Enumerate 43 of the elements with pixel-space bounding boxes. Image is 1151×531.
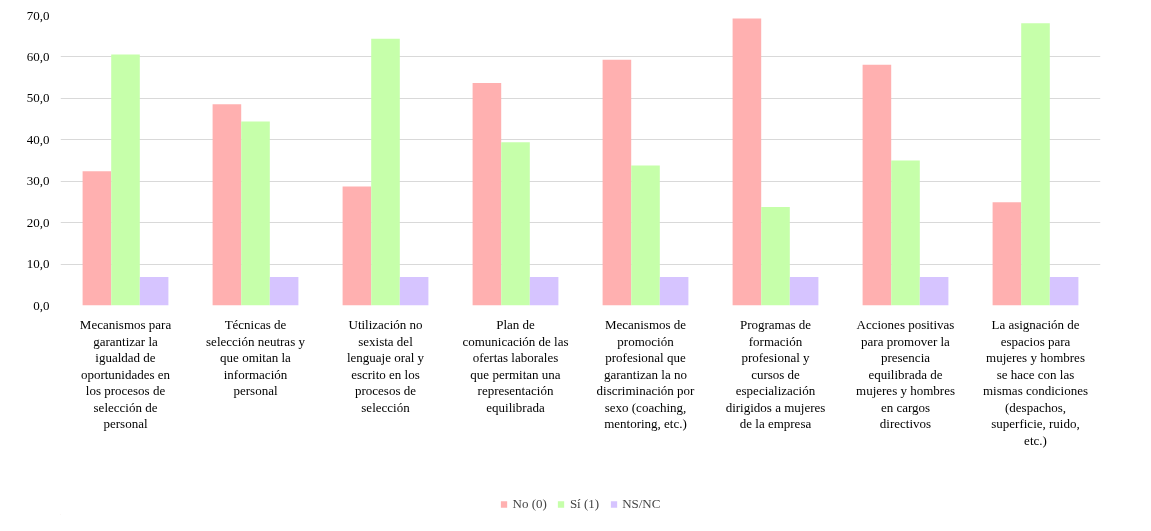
legend-label: NS/NC — [622, 496, 661, 512]
bar — [529, 276, 559, 306]
x-tick-label: Plan de comunicación de las ofertas laborales que permitan una representación equilibrada — [462, 317, 569, 415]
bar — [862, 64, 892, 306]
bar — [1049, 276, 1079, 306]
bar — [139, 276, 169, 306]
bar — [371, 38, 400, 306]
bar — [342, 186, 372, 306]
bar — [399, 276, 429, 306]
bar — [659, 276, 689, 306]
y-tick-label: 0,0 — [33, 297, 50, 313]
bar — [919, 276, 949, 306]
bar — [761, 206, 790, 306]
x-tick-label: Acciones positivas para promover la presencia equilibrada de mujeres y hombres en cargos directivos — [856, 317, 955, 432]
legend-label: No (0) — [512, 496, 547, 512]
bar — [82, 171, 112, 306]
x-tick-label: Mecanismos para garantizar la igualdad de oportunidades en los procesos de selección de personal — [79, 317, 172, 432]
x-tick-label: Utilización no sexista del lenguaje oral y escrito en los procesos de selección — [346, 317, 425, 415]
y-tick-label: 10,0 — [26, 256, 50, 272]
bar — [891, 160, 920, 306]
bar — [241, 121, 270, 306]
bar — [501, 142, 530, 306]
bar — [212, 104, 242, 306]
bar — [269, 276, 299, 306]
bar — [789, 276, 819, 306]
y-tick-label: 30,0 — [26, 173, 50, 189]
x-tick-label: Programas de formación profesional y cursos de especialización dirigidos a mujeres de la empresa — [725, 317, 826, 432]
y-tick-label: 50,0 — [26, 90, 50, 106]
x-tick-label: Mecanismos de promoción profesional que garantizan la no discriminación por sexo (coaching, mentoring, etc.) — [596, 317, 696, 432]
bar — [602, 59, 632, 306]
bar — [472, 83, 502, 306]
legend-label: Sí (1) — [569, 496, 600, 512]
y-tick-label: 20,0 — [26, 214, 50, 230]
bar — [111, 54, 140, 306]
bar — [992, 202, 1022, 306]
bar — [631, 165, 660, 306]
y-tick-label: 60,0 — [26, 48, 50, 64]
bar — [1021, 23, 1050, 306]
x-tick-label: La asignación de espacios para mujeres y hombres se hace con las mismas condiciones (despachos, superficie, ruido, etc.) — [982, 317, 1089, 448]
y-tick-label: 70,0 — [26, 7, 50, 23]
x-tick-label: Técnicas de selección neutras y que omitan la información personal — [206, 317, 306, 399]
y-tick-label: 40,0 — [26, 131, 50, 147]
bar — [732, 18, 762, 306]
